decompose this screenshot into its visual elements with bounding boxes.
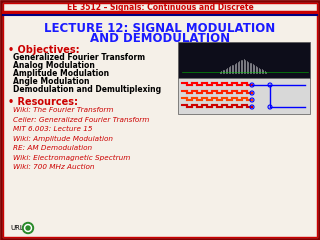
Text: Celier: Generalized Fourier Transform: Celier: Generalized Fourier Transform [13, 116, 149, 122]
Text: Wiki: The Fourier Transform: Wiki: The Fourier Transform [13, 107, 114, 113]
Text: Generalized Fourier Transform: Generalized Fourier Transform [13, 54, 145, 62]
Bar [178, 78, 310, 114]
Text: AND DEMODULATION: AND DEMODULATION [90, 31, 230, 44]
Bar [178, 42, 310, 78]
Text: Wiki: 700 MHz Auction: Wiki: 700 MHz Auction [13, 164, 94, 170]
Text: Wiki: Electromagnetic Spectrum: Wiki: Electromagnetic Spectrum [13, 155, 130, 161]
Text: EE 3512 – Signals: Continuous and Discrete: EE 3512 – Signals: Continuous and Discre… [67, 4, 253, 12]
Text: MIT 6.003: Lecture 15: MIT 6.003: Lecture 15 [13, 126, 92, 132]
Text: • Objectives:: • Objectives: [8, 45, 80, 55]
Text: Amplitude Modulation: Amplitude Modulation [13, 70, 109, 78]
Circle shape [26, 226, 30, 230]
Text: RE: AM Demodulation: RE: AM Demodulation [13, 145, 92, 151]
Text: Demodulation and Demultiplexing: Demodulation and Demultiplexing [13, 85, 161, 95]
Text: • Resources:: • Resources: [8, 97, 78, 107]
Text: Analog Modulation: Analog Modulation [13, 61, 95, 71]
Circle shape [22, 222, 34, 234]
Circle shape [25, 224, 31, 232]
Text: Wiki: Amplitude Modulation: Wiki: Amplitude Modulation [13, 135, 113, 142]
Text: LECTURE 12: SIGNAL MODULATION: LECTURE 12: SIGNAL MODULATION [44, 22, 276, 35]
Text: Angle Modulation: Angle Modulation [13, 78, 90, 86]
Text: URL:: URL: [10, 225, 26, 231]
